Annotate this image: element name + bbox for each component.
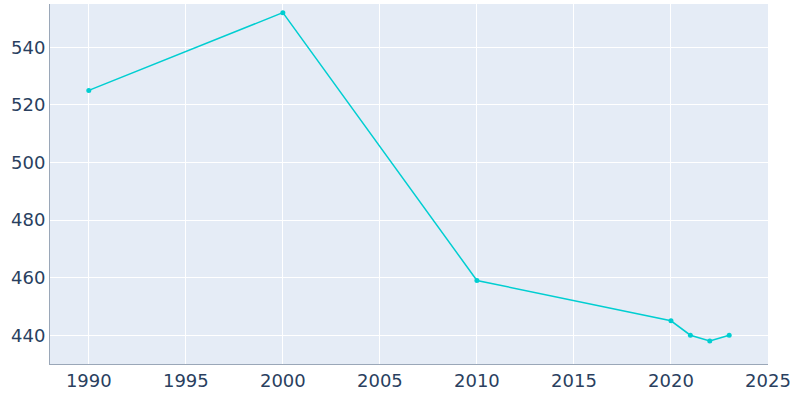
- svg-text:520: 520: [11, 94, 45, 115]
- svg-text:2000: 2000: [260, 370, 306, 391]
- svg-text:2025: 2025: [745, 370, 791, 391]
- svg-text:2015: 2015: [551, 370, 597, 391]
- svg-text:500: 500: [11, 152, 45, 173]
- svg-text:2020: 2020: [648, 370, 694, 391]
- svg-text:1990: 1990: [66, 370, 112, 391]
- svg-text:440: 440: [11, 325, 45, 346]
- svg-text:480: 480: [11, 209, 45, 230]
- svg-text:2010: 2010: [454, 370, 500, 391]
- svg-text:1995: 1995: [163, 370, 209, 391]
- svg-text:2005: 2005: [357, 370, 403, 391]
- svg-text:460: 460: [11, 267, 45, 288]
- svg-text:540: 540: [11, 37, 45, 58]
